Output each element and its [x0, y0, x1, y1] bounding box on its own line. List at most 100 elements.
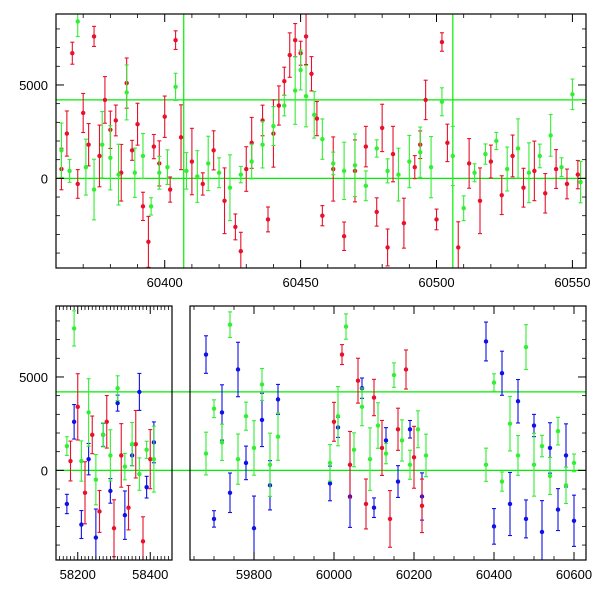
data-point [132, 170, 138, 175]
series-2 [64, 310, 577, 506]
data-point [461, 206, 466, 211]
data-point [140, 539, 146, 544]
data-point [483, 151, 488, 157]
x-tick-label: 60000 [316, 567, 352, 582]
data-point [531, 462, 537, 467]
data-point [219, 440, 225, 445]
data-point [97, 153, 102, 159]
data-point [523, 516, 529, 522]
data-point [571, 518, 577, 523]
data-point [75, 181, 80, 187]
data-point [412, 164, 417, 170]
top-panel: 0 5000 60400 60450 60500 60550 [19, 13, 590, 290]
data-point [100, 432, 106, 438]
data-point [367, 456, 373, 462]
data-point [515, 453, 521, 458]
data-point [233, 224, 238, 230]
data-point [407, 427, 413, 432]
data-point [238, 172, 244, 177]
data-point [385, 245, 390, 250]
x-tick-label: 60600 [556, 567, 592, 582]
data-point [184, 168, 189, 174]
data-point [287, 52, 292, 58]
x-tick-label: 60400 [476, 567, 512, 582]
data-point [259, 382, 265, 387]
data-point [335, 413, 341, 419]
data-point [374, 146, 379, 151]
data-point [515, 399, 521, 404]
data-point [339, 352, 345, 357]
data-point [79, 522, 84, 527]
data-point [79, 458, 84, 464]
data-point [396, 172, 401, 177]
data-point [298, 67, 303, 73]
data-point [555, 507, 561, 512]
data-point [275, 434, 281, 439]
data-point [423, 453, 429, 458]
data-point [483, 339, 489, 344]
data-point [93, 535, 99, 540]
data-point [343, 324, 349, 329]
data-point [375, 423, 381, 428]
data-point [122, 512, 128, 518]
data-point [267, 462, 273, 467]
data-point [222, 198, 227, 203]
data-point [173, 84, 178, 90]
data-point [238, 248, 244, 254]
data-point [371, 395, 377, 400]
data-point [504, 166, 510, 172]
x-tick-label: 60500 [418, 275, 454, 290]
data-point [135, 121, 140, 127]
data-point [499, 479, 505, 484]
data-point [547, 445, 553, 451]
series-0 [59, 14, 581, 268]
data-point [379, 445, 385, 451]
data-point [312, 112, 317, 118]
data-point [575, 172, 581, 177]
data-point [363, 501, 369, 507]
data-point [108, 155, 113, 161]
data-point [331, 161, 336, 166]
data-point [363, 183, 369, 189]
data-point [203, 352, 209, 357]
data-point [157, 170, 162, 175]
data-point [195, 174, 200, 179]
data-point [483, 462, 489, 467]
data-point [216, 170, 222, 175]
data-point [374, 209, 379, 215]
data-point [488, 159, 494, 164]
data-point [93, 477, 99, 482]
data-point [395, 479, 401, 484]
data-point [129, 442, 135, 447]
data-point [327, 481, 333, 486]
data-point [521, 185, 526, 190]
data-point [491, 380, 497, 385]
data-point [379, 125, 385, 131]
data-point [124, 90, 129, 95]
bottom-panel: 0 5000 58200 58400 59800 60000 60200 60400 60600 [19, 305, 592, 582]
data-point [450, 153, 456, 159]
data-point [327, 460, 333, 466]
x-tick-label: 60450 [283, 275, 319, 290]
data-point [91, 187, 97, 192]
data-point [371, 505, 377, 510]
data-point [419, 503, 425, 509]
data-point [97, 509, 102, 514]
data-point [407, 462, 413, 467]
data-point [251, 526, 257, 531]
data-point [523, 344, 529, 350]
data-point [401, 220, 407, 226]
data-point [140, 204, 146, 209]
data-point [543, 191, 548, 196]
data-point [411, 455, 417, 460]
series-0 [64, 321, 577, 560]
data-point [276, 103, 282, 108]
data-point [64, 501, 70, 507]
data-point [165, 164, 170, 170]
data-point [320, 136, 325, 142]
data-point [399, 438, 405, 443]
data-point [532, 168, 537, 174]
data-point [282, 79, 287, 84]
data-point [203, 451, 209, 456]
data-point [178, 135, 184, 140]
